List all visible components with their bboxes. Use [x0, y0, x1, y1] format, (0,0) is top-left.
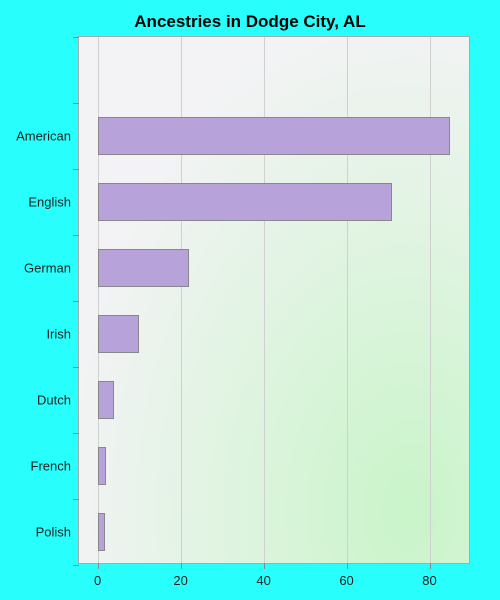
bar — [98, 513, 105, 551]
y-tick — [73, 235, 79, 236]
y-tick — [73, 499, 79, 500]
plot-area: 020406080AmericanEnglishGermanIrishDutch… — [78, 36, 470, 564]
x-tick — [430, 563, 431, 569]
y-tick — [73, 367, 79, 368]
y-axis-label: German — [9, 261, 71, 276]
y-axis-label: Irish — [9, 327, 71, 342]
x-axis-label: 0 — [94, 573, 101, 588]
y-axis-label: English — [9, 195, 71, 210]
y-axis-label: French — [9, 459, 71, 474]
y-tick — [73, 37, 79, 38]
x-tick — [98, 563, 99, 569]
x-axis-label: 20 — [173, 573, 187, 588]
bar — [98, 183, 393, 221]
y-axis-label: Polish — [9, 525, 71, 540]
bar — [98, 117, 451, 155]
x-tick — [181, 563, 182, 569]
x-tick — [347, 563, 348, 569]
y-tick — [73, 169, 79, 170]
x-axis-label: 80 — [422, 573, 436, 588]
x-tick — [264, 563, 265, 569]
bar — [98, 381, 115, 419]
y-tick — [73, 565, 79, 566]
bar — [98, 447, 106, 485]
y-axis-label: American — [9, 129, 71, 144]
y-axis-label: Dutch — [9, 393, 71, 408]
bar — [98, 315, 139, 353]
chart-title: Ancestries in Dodge City, AL — [0, 12, 500, 32]
y-tick — [73, 103, 79, 104]
bar — [98, 249, 189, 287]
y-tick — [73, 433, 79, 434]
x-axis-label: 40 — [256, 573, 270, 588]
y-tick — [73, 301, 79, 302]
x-axis-label: 60 — [339, 573, 353, 588]
